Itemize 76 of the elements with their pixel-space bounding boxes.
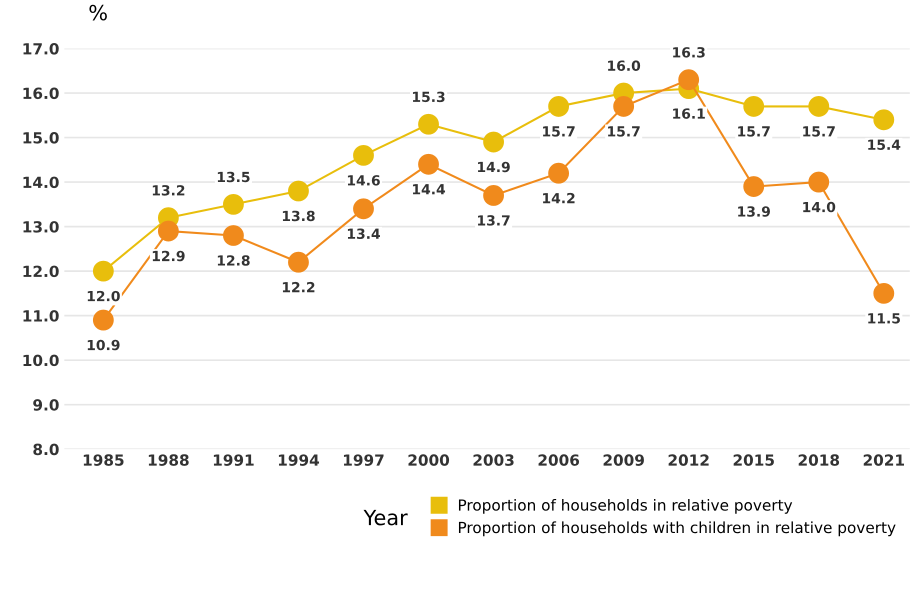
x-tick-label: 2000 xyxy=(408,454,450,466)
point xyxy=(288,180,309,202)
data-label: 13.5 xyxy=(218,172,250,182)
point xyxy=(92,310,114,331)
point xyxy=(548,96,570,117)
point xyxy=(808,172,830,193)
point xyxy=(158,220,179,242)
data-label: 14.4 xyxy=(412,184,446,194)
data-label: 13.9 xyxy=(738,206,770,217)
data-label: 14.9 xyxy=(478,162,510,172)
point xyxy=(223,194,244,215)
data-label: 12.9 xyxy=(152,250,185,262)
point xyxy=(353,144,374,166)
data-label: 15.3 xyxy=(412,92,445,102)
data-label: 14.0 xyxy=(803,202,836,212)
data-label: 14.2 xyxy=(543,192,575,204)
x-tick-label: 1997 xyxy=(344,454,384,466)
point xyxy=(678,69,700,90)
x-tick-label: 1991 xyxy=(214,454,254,466)
data-label: 13.2 xyxy=(152,185,184,196)
point xyxy=(418,114,439,135)
point xyxy=(808,96,830,117)
x-tick-label: 2018 xyxy=(798,454,840,466)
x-tick-label: 2021 xyxy=(864,454,904,466)
y-tick-label: 13.0 xyxy=(24,221,59,233)
y-tick-label: 15.0 xyxy=(24,132,59,144)
data-label: 10.9 xyxy=(88,340,120,350)
legend-label: Proportion of households with children in relative poverty xyxy=(458,521,896,536)
point xyxy=(548,162,570,184)
data-label: 11.5 xyxy=(868,313,900,324)
data-label: 12.0 xyxy=(88,290,120,302)
data-label: 15.7 xyxy=(543,126,575,137)
x-tick-label: 1985 xyxy=(84,454,124,466)
y-tick-label: 14.0 xyxy=(24,176,59,188)
x-tick-label: 2015 xyxy=(734,454,774,466)
point xyxy=(873,109,894,130)
point xyxy=(223,225,244,246)
x-tick-label: 2009 xyxy=(604,454,644,466)
point xyxy=(483,132,504,152)
data-label: 16.0 xyxy=(608,60,640,71)
point xyxy=(743,176,764,197)
legend-label: Proportion of households in relative poverty xyxy=(458,498,792,514)
x-tick-label: 2006 xyxy=(538,454,580,466)
point xyxy=(92,260,114,282)
y-tick-label: 12.0 xyxy=(24,266,59,278)
x-tick-label: 2003 xyxy=(474,454,514,466)
data-label: 13.4 xyxy=(348,228,380,240)
x-tick-label: 2012 xyxy=(668,454,709,466)
data-label: 15.4 xyxy=(868,140,900,150)
data-label: 16.3 xyxy=(673,47,705,58)
data-label: 16.1 xyxy=(673,108,705,119)
point xyxy=(288,252,309,273)
y-tick-label: 17.0 xyxy=(24,43,59,55)
x-axis-title: Year xyxy=(364,510,408,526)
x-tick-label: 1994 xyxy=(278,454,320,466)
y-tick-label: 8.0 xyxy=(33,444,59,456)
data-label: 15.7 xyxy=(803,126,835,137)
data-label: 13.7 xyxy=(478,215,510,226)
data-label: 14.6 xyxy=(348,175,380,186)
data-label: 13.8 xyxy=(282,210,315,222)
y-tick-label: 10.0 xyxy=(24,354,59,366)
y-tick-label: 11.0 xyxy=(24,310,59,322)
point xyxy=(418,154,439,175)
point xyxy=(743,96,764,117)
x-tick-label: 1988 xyxy=(148,454,189,466)
data-label: 12.8 xyxy=(218,255,250,266)
y-tick-label: 9.0 xyxy=(33,399,59,411)
data-label: 15.7 xyxy=(608,126,640,137)
y-axis-title: % xyxy=(89,4,107,20)
point xyxy=(483,185,504,206)
data-label: 12.2 xyxy=(282,282,314,292)
point xyxy=(613,96,634,117)
point xyxy=(873,282,894,304)
data-label: 15.7 xyxy=(738,126,770,137)
point xyxy=(353,198,374,220)
y-tick-label: 16.0 xyxy=(24,88,59,100)
